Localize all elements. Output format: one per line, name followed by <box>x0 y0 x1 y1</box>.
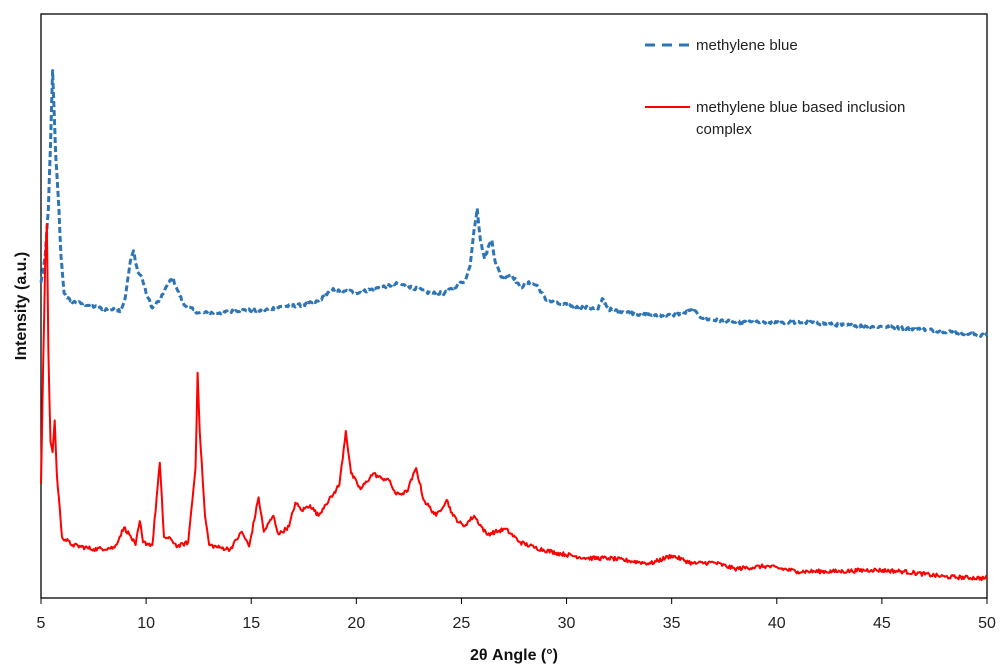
x-tick-label: 40 <box>768 615 786 632</box>
x-tick-label: 25 <box>453 615 471 632</box>
x-tick-label: 50 <box>978 615 996 632</box>
plot-area-frame <box>40 13 988 599</box>
legend-label-line-2: complex <box>696 121 752 138</box>
legend-label-methylene-blue: methylene blue <box>696 37 798 54</box>
x-axis-ticks: 5 10 15 20 25 30 35 40 45 50 <box>37 598 996 632</box>
x-tick-label: 30 <box>558 615 576 632</box>
x-tick-label: 15 <box>242 615 260 632</box>
y-axis-title: Intensity (a.u.) <box>13 252 30 360</box>
legend: methylene blue methylene blue based incl… <box>645 37 909 138</box>
x-tick-label: 35 <box>663 615 681 632</box>
x-tick-label: 45 <box>873 615 891 632</box>
legend-label-inclusion-complex: methylene blue based inclusion complex <box>696 99 909 138</box>
x-tick-label: 10 <box>137 615 155 632</box>
series-layer <box>39 69 989 582</box>
x-tick-label: 20 <box>347 615 365 632</box>
series-line-methylene-blue <box>39 69 989 338</box>
x-tick-label: 5 <box>37 615 46 632</box>
legend-label-line-1: methylene blue based inclusion <box>696 99 905 116</box>
series-line-inclusion-complex <box>40 223 988 582</box>
x-axis-title: 2θ Angle (°) <box>470 647 558 664</box>
